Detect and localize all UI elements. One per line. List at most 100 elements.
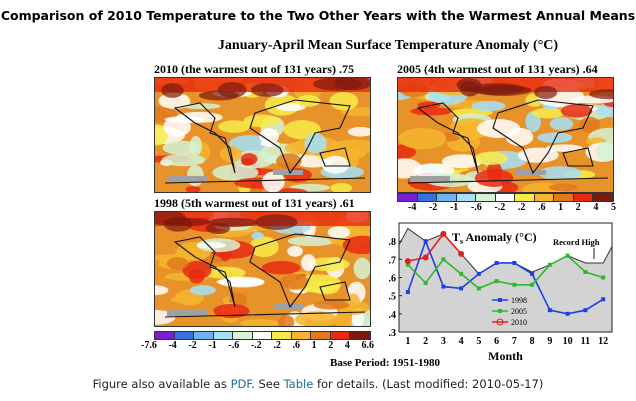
missing-data (273, 170, 303, 175)
anomaly-patch (398, 158, 422, 179)
anomaly-patch (304, 133, 327, 154)
data-point (458, 250, 465, 257)
anomaly-patch (287, 245, 303, 257)
colorbar-swatch (272, 332, 292, 339)
colorbar-swatch (534, 194, 555, 201)
x-tick-label: 1 (405, 336, 410, 347)
data-point (476, 271, 481, 276)
anomaly-patch (474, 169, 514, 187)
data-point (494, 279, 499, 284)
anomaly-patch (469, 83, 526, 95)
colorbar-tick-label: -2 (188, 340, 197, 351)
legend: 1998 2005 2010 (492, 296, 527, 327)
data-point (583, 308, 588, 313)
colorbar-tick-label: -4 (408, 202, 417, 213)
anomaly-patch (213, 303, 250, 319)
colorbar-tick-label: -1 (208, 340, 217, 351)
anomaly-patch (243, 114, 280, 128)
legend-marker (496, 318, 504, 326)
table-link[interactable]: Table (283, 377, 314, 391)
y-tick-label: .5 (389, 292, 397, 303)
anomaly-patch (474, 151, 508, 165)
missing-data (167, 310, 207, 316)
anomaly-patch (205, 222, 231, 235)
data-point (440, 230, 447, 237)
coastline (164, 233, 366, 318)
pdf-link[interactable]: PDF (230, 377, 252, 391)
anomaly-patch (261, 171, 285, 192)
colorbar-tick-label: -4 (168, 340, 177, 351)
data-point (405, 290, 410, 295)
record-high-area (399, 228, 612, 332)
colorbar-tick-label: -2 (428, 202, 438, 213)
anomaly-patch (163, 117, 191, 137)
anomaly-patch (162, 140, 201, 155)
anomaly-patch (321, 155, 350, 174)
colorbar-tick-label: .6 (537, 202, 546, 213)
anomaly-patch (398, 127, 447, 150)
colorbar-swatch (515, 194, 535, 201)
data-point (423, 280, 428, 285)
colorbar-swatch (350, 332, 371, 339)
anomaly-patch (410, 107, 453, 116)
anomaly-patch (327, 226, 351, 239)
data-point (459, 271, 464, 276)
base-period: Base Period: 1951-1980 (330, 357, 440, 369)
colorbar-tick-label: 1 (558, 202, 564, 213)
colorbar-swatch (417, 194, 438, 201)
data-point (565, 311, 570, 316)
colorbar-tick-label: 4 (593, 202, 599, 213)
anomaly-patch (332, 139, 370, 155)
x-tick-label: 4 (459, 336, 464, 347)
data-point (405, 262, 410, 267)
coastline (407, 99, 609, 184)
data-point (583, 270, 588, 275)
colorbar-tick-label: 2 (328, 340, 334, 351)
anomaly-patch (441, 154, 483, 169)
colorbar-tick-label: -.2 (250, 340, 262, 351)
map-1998 (154, 211, 371, 327)
anomaly-patch (189, 285, 216, 296)
data-point (565, 253, 570, 258)
footer-text: . See (251, 377, 284, 391)
anomaly-patch (330, 182, 353, 192)
legend-label: 1998 (511, 296, 527, 305)
anomaly-patch (595, 103, 613, 118)
data-point (530, 271, 535, 276)
anomaly-patch (251, 231, 264, 240)
map-2005 (397, 77, 614, 193)
anomaly-patch (278, 315, 295, 326)
map-1998-label: 1998 (5th warmest out of 131 years) .61 (154, 196, 355, 210)
anomaly-patch (398, 144, 417, 160)
anomaly-patch (162, 217, 210, 227)
colorbar-swatch (194, 332, 214, 339)
anomaly-patch (186, 164, 204, 187)
anomaly-patch (218, 120, 250, 133)
anomaly-patch (346, 293, 360, 311)
series-line-1998 (407, 238, 604, 315)
missing-data (273, 304, 303, 309)
anomaly-patch (217, 82, 247, 98)
missing-data (410, 176, 450, 182)
x-tick-label: 5 (476, 336, 481, 347)
anomaly-patch (579, 116, 601, 133)
anomaly-patch (155, 285, 169, 296)
colorbar-tick-label: 5 (610, 202, 616, 213)
colorbar-swatch (174, 332, 195, 339)
y-tick-label: .4 (389, 310, 397, 321)
anomaly-patch (239, 319, 279, 326)
map-2010-label: 2010 (the warmest out of 131 years) .75 (154, 62, 354, 76)
anomaly-patch (161, 83, 184, 98)
data-point (404, 258, 411, 265)
colorbar-tick-label: -.6 (470, 202, 482, 213)
data-point (441, 284, 446, 289)
anomaly-patch (280, 273, 309, 290)
footer-text: for details. (Last modified: 2010-05-17) (313, 377, 544, 391)
anomaly-patch (295, 311, 338, 326)
footer: Figure also available as PDF. See Table … (0, 377, 636, 391)
colorbar-swatch (233, 332, 253, 339)
y-tick-label: .7 (389, 255, 397, 266)
anomaly-patch (196, 241, 227, 249)
data-point (459, 286, 464, 291)
anomaly-patch (596, 141, 613, 162)
